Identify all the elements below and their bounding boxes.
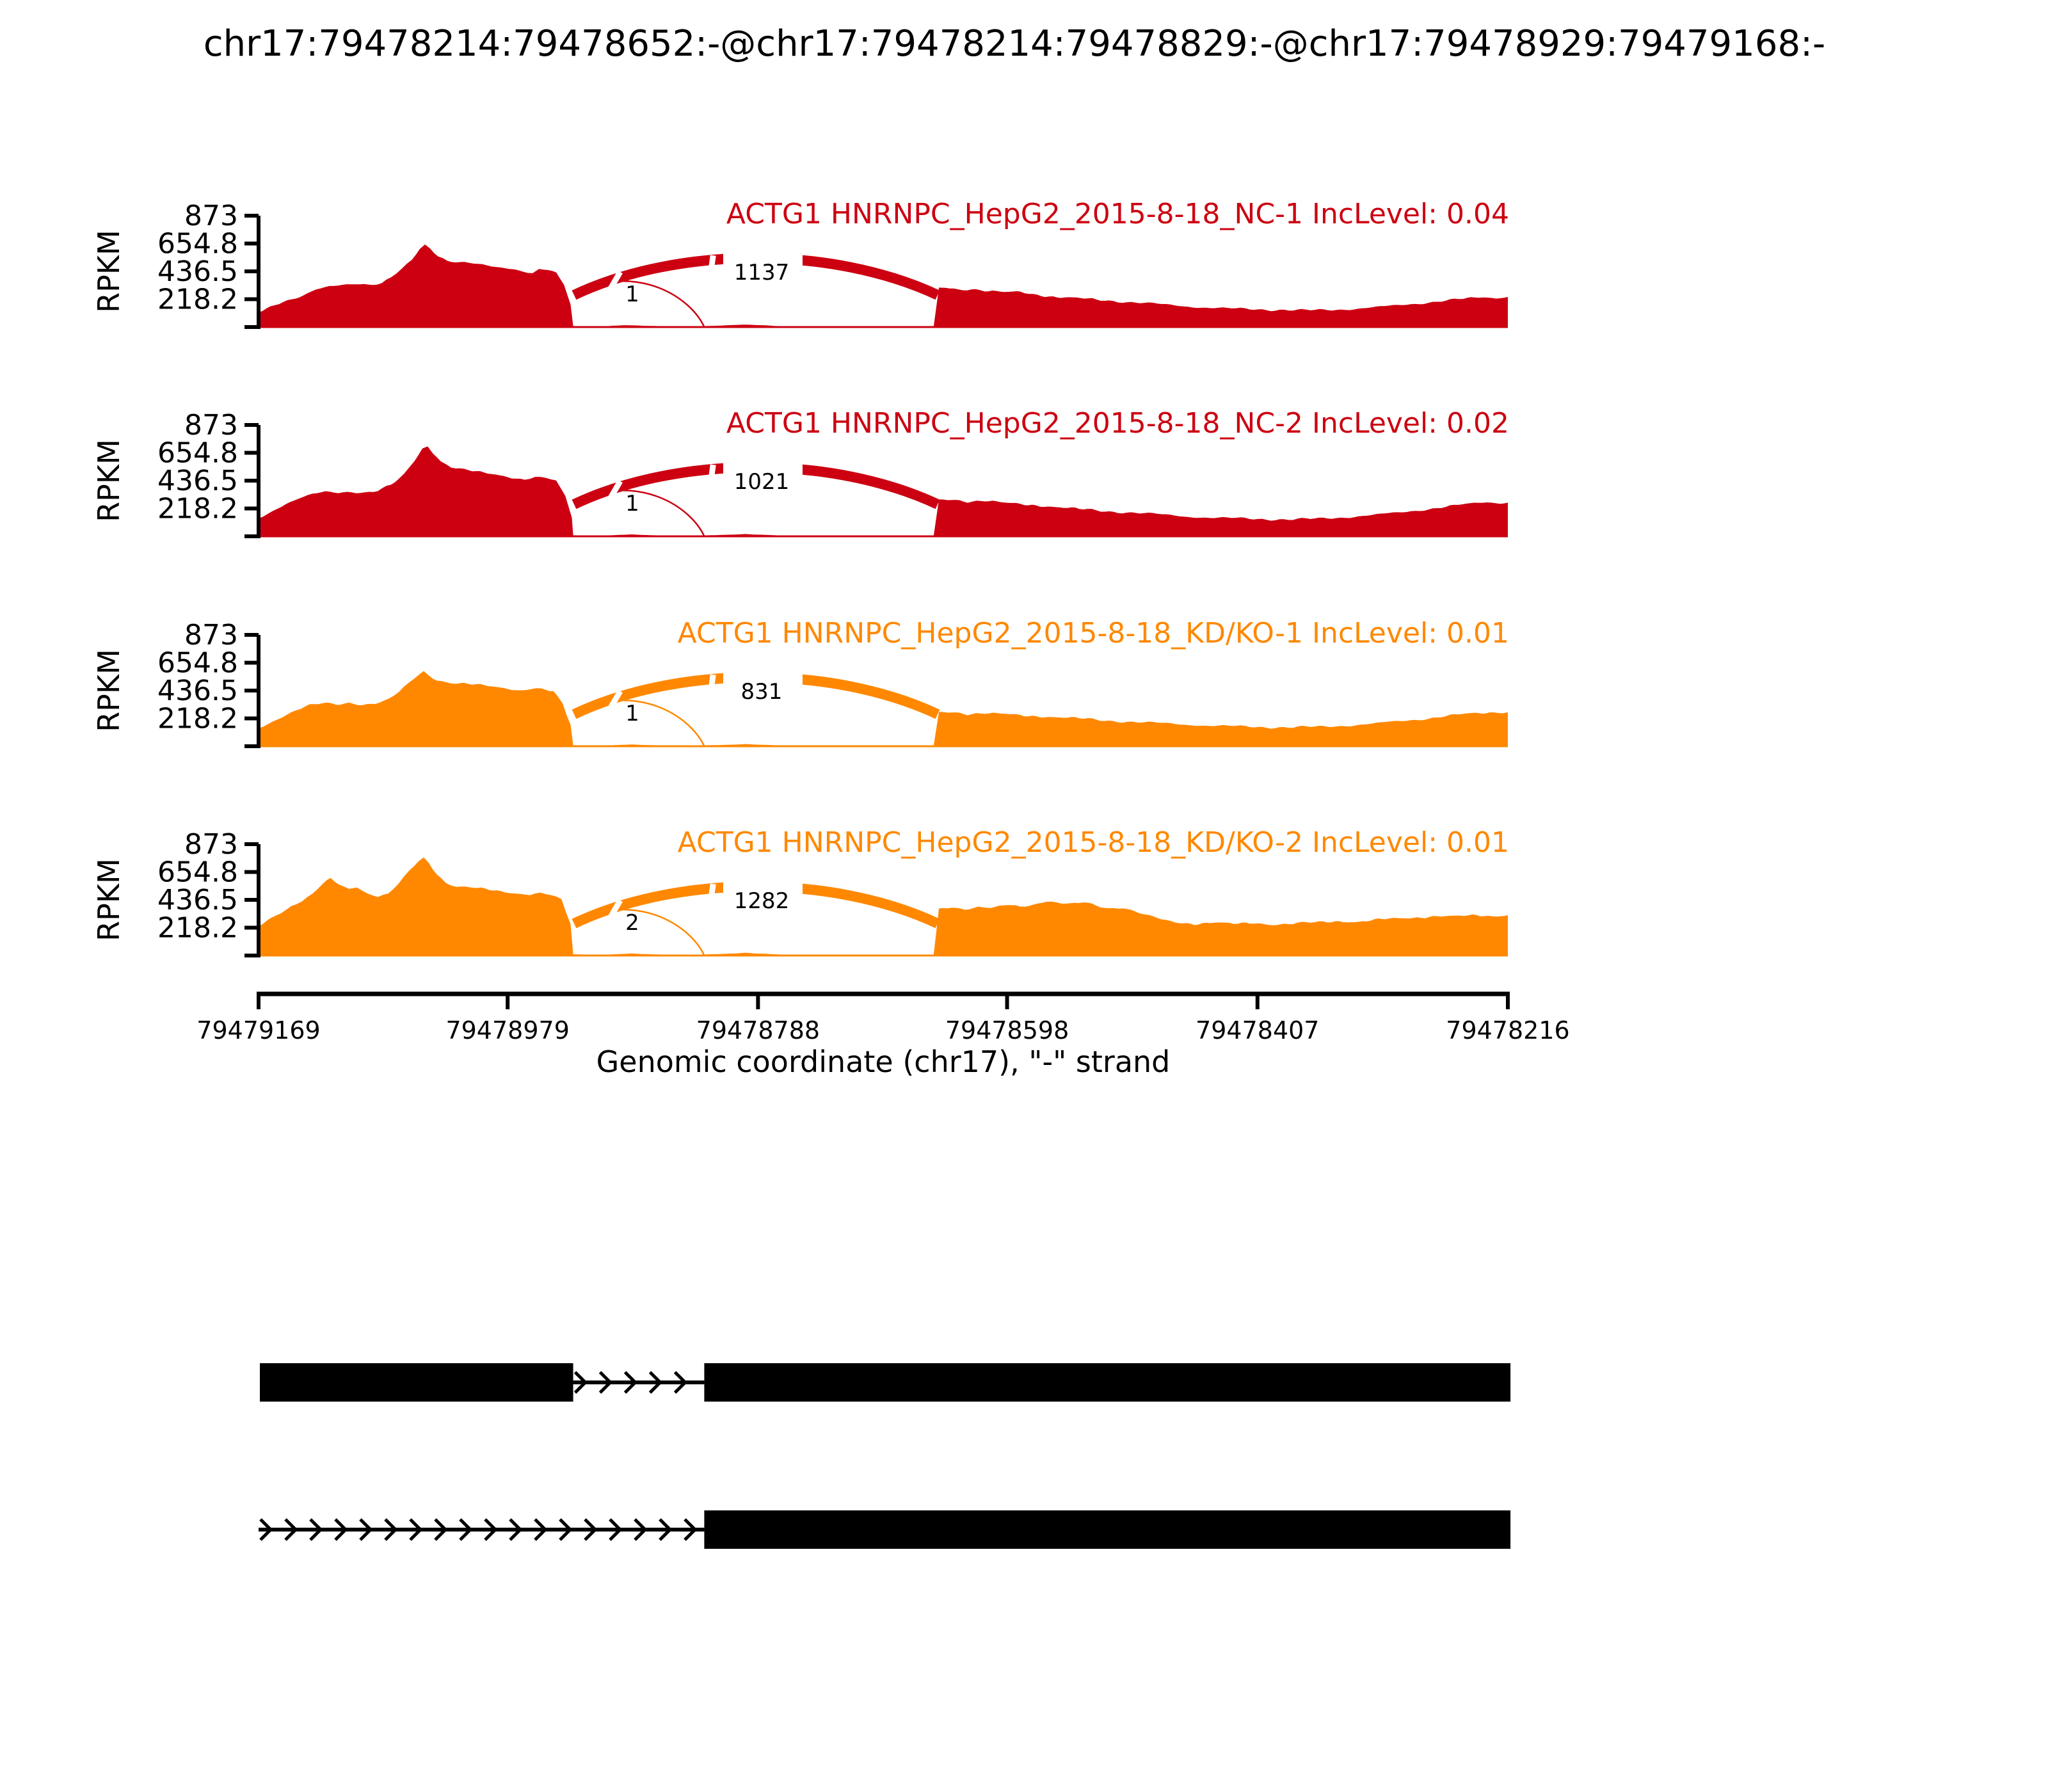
arc-gap bbox=[707, 674, 716, 701]
strand-arrow bbox=[459, 1518, 473, 1541]
arc-gap bbox=[603, 479, 623, 508]
y-tick-label: 873 bbox=[184, 200, 238, 232]
strand-arrow bbox=[609, 1518, 623, 1541]
x-axis-label: Genomic coordinate (chr17), "-" strand bbox=[596, 1044, 1171, 1079]
arc-label-gap bbox=[723, 250, 803, 284]
strand-arrow bbox=[659, 1518, 673, 1541]
arc-gap bbox=[603, 899, 623, 927]
strand-arrow bbox=[409, 1518, 423, 1541]
strand-arrow bbox=[334, 1518, 348, 1541]
y-tick-label: 436.5 bbox=[157, 675, 238, 707]
junction-count-label: 1 bbox=[625, 701, 639, 726]
strand-arrow bbox=[484, 1518, 498, 1541]
strand-arrow bbox=[534, 1518, 548, 1541]
strand-arrow bbox=[284, 1518, 298, 1541]
arc-label-gap bbox=[723, 879, 803, 912]
y-tick-label: 218.2 bbox=[157, 703, 238, 735]
junction-count-label: 1021 bbox=[734, 469, 790, 495]
y-tick-label: 436.5 bbox=[157, 465, 238, 497]
plot-title: chr17:79478214:79478652:-@chr17:79478214… bbox=[203, 23, 1826, 65]
strand-arrow bbox=[434, 1518, 448, 1541]
y-tick-label: 654.8 bbox=[157, 856, 238, 888]
track-title: ACTG1 HNRNPC_HepG2_2015-8-18_NC-1 IncLev… bbox=[726, 198, 1509, 230]
strand-arrow bbox=[673, 1371, 688, 1394]
y-tick-label: 218.2 bbox=[157, 912, 238, 945]
exon-box bbox=[260, 1363, 573, 1402]
y-tick-label: 654.8 bbox=[157, 227, 238, 260]
strand-arrow bbox=[509, 1518, 523, 1541]
strand-arrow bbox=[584, 1518, 598, 1541]
junction-count-label: 1137 bbox=[734, 260, 790, 285]
y-tick-label: 654.8 bbox=[157, 646, 238, 679]
strand-arrow bbox=[634, 1518, 648, 1541]
track-title: ACTG1 HNRNPC_HepG2_2015-8-18_KD/KO-1 Inc… bbox=[678, 617, 1509, 650]
track-title: ACTG1 HNRNPC_HepG2_2015-8-18_KD/KO-2 Inc… bbox=[678, 826, 1509, 859]
x-tick-label: 79478598 bbox=[945, 1016, 1069, 1044]
rpkm-axis-label: RPKM bbox=[92, 858, 126, 941]
strand-arrow bbox=[573, 1371, 588, 1394]
strand-arrow bbox=[309, 1518, 323, 1541]
coverage-area bbox=[259, 671, 1508, 746]
arc-gap bbox=[603, 270, 623, 299]
y-tick-label: 218.2 bbox=[157, 284, 238, 316]
x-tick-label: 79478788 bbox=[696, 1016, 820, 1044]
coverage-area bbox=[259, 446, 1508, 536]
strand-arrow bbox=[384, 1518, 398, 1541]
strand-arrow bbox=[684, 1518, 698, 1541]
x-tick-label: 79478216 bbox=[1446, 1016, 1569, 1044]
x-tick-label: 79479169 bbox=[196, 1016, 320, 1044]
arc-gap bbox=[707, 883, 716, 910]
strand-arrow bbox=[559, 1518, 573, 1541]
strand-arrow bbox=[259, 1518, 273, 1541]
y-tick-label: 436.5 bbox=[157, 255, 238, 288]
coverage-area bbox=[259, 244, 1508, 327]
y-tick-label: 873 bbox=[184, 409, 238, 442]
strand-arrow bbox=[598, 1371, 613, 1394]
arc-gap bbox=[707, 464, 716, 491]
junction-count-label: 1 bbox=[625, 282, 639, 307]
y-tick-label: 873 bbox=[184, 619, 238, 652]
junction-count-label: 831 bbox=[741, 679, 783, 705]
junction-count-label: 1 bbox=[625, 491, 639, 516]
junction-count-label: 2 bbox=[625, 910, 639, 936]
y-tick-label: 873 bbox=[184, 828, 238, 861]
y-tick-label: 654.8 bbox=[157, 436, 238, 469]
arc-label-gap bbox=[723, 669, 803, 703]
rpkm-axis-label: RPKM bbox=[92, 439, 126, 522]
track-title: ACTG1 HNRNPC_HepG2_2015-8-18_NC-2 IncLev… bbox=[726, 407, 1509, 440]
strand-arrow bbox=[623, 1371, 638, 1394]
arc-label-gap bbox=[723, 460, 803, 493]
strand-arrow bbox=[359, 1518, 373, 1541]
x-tick-label: 79478979 bbox=[445, 1016, 569, 1044]
exon-box bbox=[704, 1510, 1511, 1549]
exon-box bbox=[704, 1363, 1511, 1402]
y-tick-label: 436.5 bbox=[157, 884, 238, 916]
x-tick-label: 79478407 bbox=[1196, 1016, 1319, 1044]
arc-gap bbox=[707, 255, 716, 282]
rpkm-axis-label: RPKM bbox=[92, 649, 126, 732]
strand-arrow bbox=[648, 1371, 663, 1394]
y-tick-label: 218.2 bbox=[157, 493, 238, 525]
junction-count-label: 1282 bbox=[734, 888, 790, 914]
rpkm-axis-label: RPKM bbox=[92, 230, 126, 313]
coverage-area bbox=[259, 857, 1508, 956]
arc-gap bbox=[603, 689, 623, 718]
